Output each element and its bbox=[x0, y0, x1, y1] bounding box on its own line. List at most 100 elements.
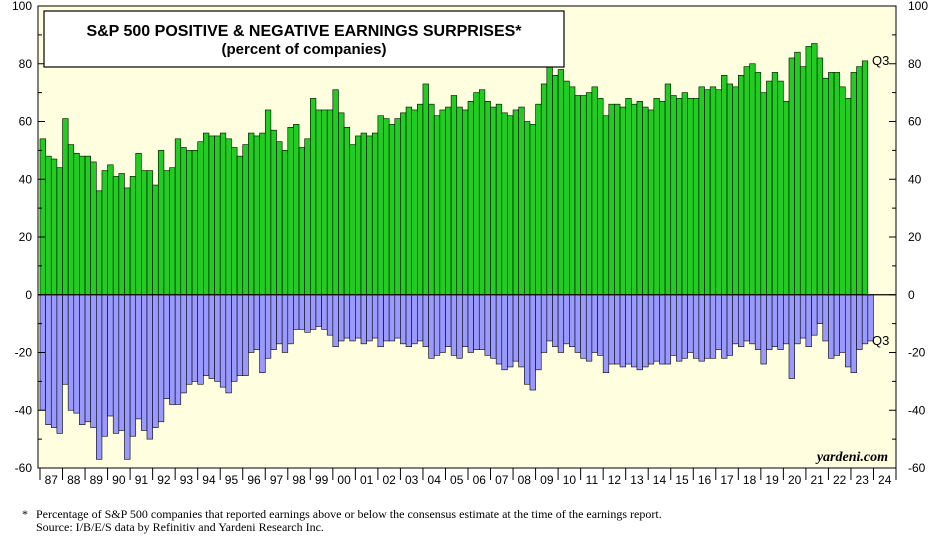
positive-bar bbox=[90, 161, 97, 296]
negative-bar bbox=[79, 294, 86, 425]
positive-bar bbox=[473, 92, 480, 296]
negative-bar bbox=[383, 294, 390, 342]
negative-bar bbox=[692, 294, 700, 359]
negative-bar bbox=[191, 294, 198, 382]
positive-bar bbox=[96, 190, 103, 296]
negative-bar bbox=[231, 294, 238, 382]
positive-bar bbox=[552, 75, 559, 296]
negative-bar bbox=[614, 294, 621, 365]
positive-bar bbox=[281, 150, 289, 296]
positive-bar bbox=[163, 170, 170, 296]
negative-bar bbox=[45, 294, 52, 425]
x-tick-label: 90 bbox=[112, 473, 126, 487]
y-tick-label-left: 0 bbox=[25, 288, 32, 302]
positive-bar bbox=[332, 89, 339, 296]
positive-bar bbox=[107, 164, 114, 296]
negative-bar bbox=[664, 294, 672, 365]
y-tick-label-right: 40 bbox=[908, 172, 922, 186]
positive-bar bbox=[760, 92, 767, 296]
y-tick-label-left: -40 bbox=[15, 403, 33, 417]
negative-bar bbox=[310, 294, 317, 330]
positive-bar bbox=[405, 106, 412, 296]
positive-bar bbox=[450, 95, 458, 296]
negative-bar bbox=[569, 294, 576, 348]
positive-bar bbox=[816, 57, 824, 296]
negative-bar bbox=[203, 294, 210, 376]
positive-bar bbox=[219, 132, 227, 296]
positive-bar bbox=[231, 147, 238, 296]
negative-bar bbox=[811, 294, 818, 336]
negative-bar bbox=[124, 294, 131, 460]
x-tick-label: 18 bbox=[743, 473, 757, 487]
positive-bar bbox=[574, 95, 581, 296]
positive-bar bbox=[371, 132, 379, 296]
negative-bar bbox=[180, 294, 187, 394]
x-tick-label: 12 bbox=[608, 473, 622, 487]
negative-bar bbox=[754, 294, 762, 350]
x-tick-label: 24 bbox=[878, 473, 892, 487]
negative-bar bbox=[129, 294, 137, 437]
x-tick-label: 99 bbox=[315, 473, 329, 487]
negative-bar bbox=[174, 294, 182, 405]
negative-bar bbox=[236, 294, 244, 376]
negative-bar bbox=[490, 294, 497, 359]
x-tick-label: 16 bbox=[698, 473, 712, 487]
positive-bar bbox=[360, 132, 367, 296]
negative-bar bbox=[788, 294, 795, 379]
positive-bar bbox=[253, 135, 260, 296]
negative-bar bbox=[738, 294, 745, 348]
negative-bar bbox=[360, 294, 367, 345]
negative-bar bbox=[141, 294, 148, 431]
positive-bar bbox=[845, 98, 852, 296]
positive-bar bbox=[608, 103, 615, 296]
negative-bar bbox=[118, 294, 125, 431]
positive-bar bbox=[839, 86, 846, 296]
negative-series-label: Q3 bbox=[872, 333, 889, 348]
x-tick-label: 95 bbox=[225, 473, 239, 487]
positive-bar bbox=[310, 98, 317, 296]
positive-bar bbox=[56, 167, 63, 296]
y-tick-label-right: -40 bbox=[908, 403, 926, 417]
negative-bar bbox=[676, 294, 683, 362]
positive-bar bbox=[203, 132, 210, 296]
positive-bar bbox=[462, 109, 469, 296]
negative-bar bbox=[828, 294, 835, 359]
positive-bar bbox=[783, 100, 790, 296]
x-tick-label: 20 bbox=[788, 473, 802, 487]
negative-bar bbox=[512, 294, 519, 362]
positive-bar bbox=[112, 176, 120, 296]
negative-bar bbox=[861, 294, 869, 345]
y-tick-label-left: 60 bbox=[19, 115, 33, 129]
positive-bar bbox=[659, 100, 666, 296]
title-box: S&P 500 POSITIVE & NEGATIVE EARNINGS SUR… bbox=[43, 10, 565, 68]
negative-bar bbox=[732, 294, 739, 345]
positive-bar bbox=[861, 60, 869, 296]
negative-bar bbox=[608, 294, 615, 365]
positive-bar bbox=[676, 98, 683, 296]
positive-bar bbox=[270, 129, 277, 296]
positive-bar bbox=[709, 86, 717, 296]
positive-bar bbox=[743, 66, 750, 296]
x-tick-label: 07 bbox=[495, 473, 509, 487]
x-tick-label: 00 bbox=[337, 473, 351, 487]
positive-bar bbox=[726, 83, 733, 296]
positive-bar bbox=[788, 57, 795, 296]
x-tick-label: 13 bbox=[630, 473, 644, 487]
positive-bar bbox=[777, 80, 784, 296]
positive-bar bbox=[191, 150, 198, 296]
positive-bar bbox=[597, 98, 604, 296]
positive-bar bbox=[39, 138, 46, 296]
y-axis-right: -60 -40 -20 0 20 40 60 80 100 bbox=[889, 0, 928, 475]
negative-bar bbox=[704, 294, 711, 359]
x-tick-label: 88 bbox=[67, 473, 81, 487]
negative-bar bbox=[219, 294, 227, 388]
positive-bar bbox=[585, 92, 593, 296]
negative-bar bbox=[467, 294, 474, 353]
positive-bar bbox=[563, 80, 570, 296]
positive-bar bbox=[681, 92, 688, 296]
footnote-line-1: Percentage of S&P 500 companies that rep… bbox=[36, 507, 662, 521]
negative-bar bbox=[478, 294, 486, 350]
positive-bar bbox=[248, 132, 255, 296]
negative-bar bbox=[400, 294, 407, 345]
positive-bar bbox=[411, 109, 418, 296]
